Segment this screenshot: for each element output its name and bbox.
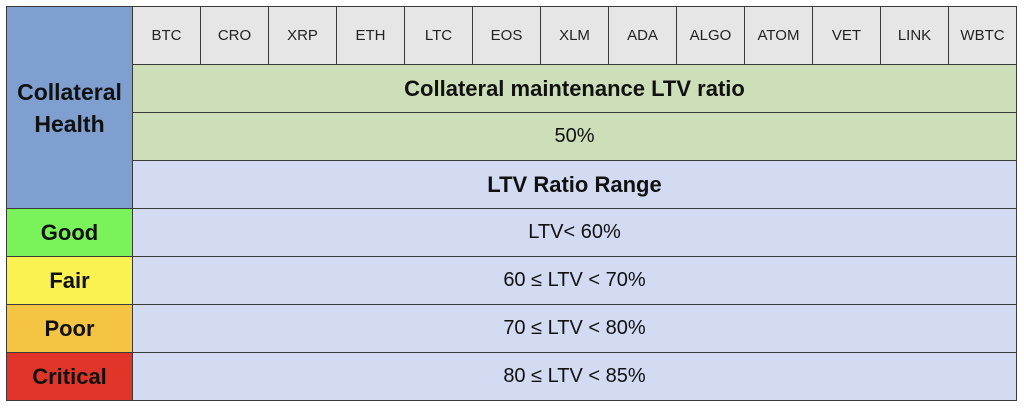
coin-cell-ada: ADA	[608, 6, 677, 65]
level-row-fair: Fair 60 ≤ LTV < 70%	[6, 256, 1017, 305]
coin-cell-btc: BTC	[132, 6, 201, 65]
level-label-poor: Poor	[6, 304, 133, 353]
level-row-critical: Critical 80 ≤ LTV < 85%	[6, 352, 1017, 401]
coin-cell-vet: VET	[812, 6, 881, 65]
coin-header-row: Collateral Health BTC CRO XRP ETH LTC EO…	[6, 6, 1017, 209]
coin-cell-atom: ATOM	[744, 6, 813, 65]
level-label-good: Good	[6, 208, 133, 257]
coin-cell-eos: EOS	[472, 6, 541, 65]
collateral-health-header: Collateral Health	[6, 6, 133, 209]
coin-cell-algo: ALGO	[676, 6, 745, 65]
coin-cell-wbtc: WBTC	[948, 6, 1017, 65]
coin-cell-eth: ETH	[336, 6, 405, 65]
coin-cell-xrp: XRP	[268, 6, 337, 65]
collateral-health-sheet: Collateral Health BTC CRO XRP ETH LTC EO…	[6, 6, 1017, 401]
maintenance-ltv-title: Collateral maintenance LTV ratio	[132, 64, 1017, 113]
maintenance-value-row: 50%	[7, 112, 1017, 161]
level-row-poor: Poor 70 ≤ LTV < 80%	[6, 304, 1017, 353]
level-label-fair: Fair	[6, 256, 133, 305]
maintenance-title-row: Collateral maintenance LTV ratio	[7, 64, 1017, 113]
level-label-critical: Critical	[6, 352, 133, 401]
coin-cell-link: LINK	[880, 6, 949, 65]
range-title-row: LTV Ratio Range	[7, 160, 1017, 209]
ltv-table: Collateral Health BTC CRO XRP ETH LTC EO…	[6, 6, 1017, 401]
ltv-range-title: LTV Ratio Range	[132, 160, 1017, 209]
coin-cell-xlm: XLM	[540, 6, 609, 65]
level-range-poor: 70 ≤ LTV < 80%	[132, 304, 1017, 353]
level-row-good: Good LTV< 60%	[6, 208, 1017, 257]
maintenance-ltv-value: 50%	[132, 112, 1017, 161]
coin-cell-ltc: LTC	[404, 6, 473, 65]
level-range-good: LTV< 60%	[132, 208, 1017, 257]
coin-cell-cro: CRO	[200, 6, 269, 65]
level-range-critical: 80 ≤ LTV < 85%	[132, 352, 1017, 401]
level-range-fair: 60 ≤ LTV < 70%	[132, 256, 1017, 305]
